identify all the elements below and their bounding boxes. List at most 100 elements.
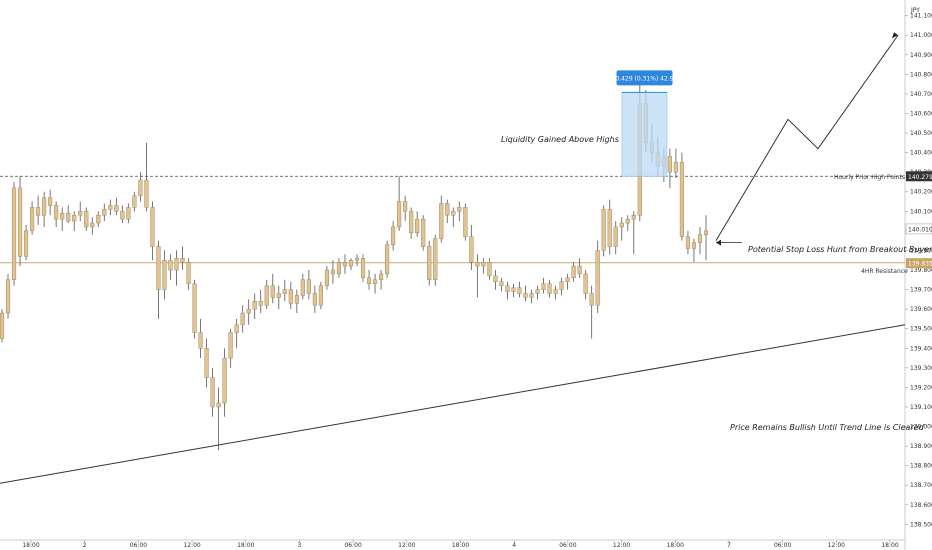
y-tick-label: 139.600 xyxy=(910,306,932,313)
candle-body xyxy=(457,207,462,212)
y-tick-label: 140.600 xyxy=(910,110,932,117)
candle-body xyxy=(619,222,624,228)
x-tick-label: 12:00 xyxy=(613,542,630,549)
candle-body xyxy=(475,261,480,267)
candle-body xyxy=(36,207,41,216)
candle-body xyxy=(240,312,245,325)
candle-body xyxy=(138,179,143,196)
y-tick-label: 139.400 xyxy=(910,345,932,352)
candle-body xyxy=(601,209,606,251)
x-tick-label: 4 xyxy=(512,542,516,549)
candle-body xyxy=(469,236,474,263)
price-tags: 140.279 140.010 139.835 xyxy=(905,171,932,269)
candle-body xyxy=(174,258,179,271)
candle-body xyxy=(445,203,450,216)
candle-body xyxy=(228,332,233,359)
candle-body xyxy=(324,269,329,286)
candle-body xyxy=(463,207,468,237)
drawings: 0.429 (0.31%) 42.9 xyxy=(0,32,906,484)
candle-body xyxy=(583,273,588,294)
x-tick-label: 18:00 xyxy=(667,542,684,549)
stop-loss-arrowhead xyxy=(716,239,721,246)
annotation-hourly-high: Hourly Prior High Points xyxy=(834,174,905,181)
candle-body xyxy=(42,197,47,216)
candle-body xyxy=(270,285,275,298)
candle-body xyxy=(439,203,444,239)
candle-body xyxy=(216,402,221,408)
candle-body xyxy=(24,230,29,257)
x-tick-label: 18:00 xyxy=(22,542,39,549)
candle-body xyxy=(547,283,552,294)
y-tick-label: 140.400 xyxy=(910,150,932,157)
candle-body xyxy=(565,277,570,282)
annotation-bullish: Price Remains Bullish Until Trend Line i… xyxy=(730,423,925,432)
y-tick-label: 138.800 xyxy=(910,463,932,470)
candle-body xyxy=(336,261,342,275)
candle-body xyxy=(252,301,257,310)
price-tag-bg xyxy=(905,223,932,235)
price-tag-bg xyxy=(906,171,932,182)
x-tick-label: 18:00 xyxy=(237,542,254,549)
candle-body xyxy=(306,279,311,294)
candle-body xyxy=(595,250,600,306)
candle-body xyxy=(354,258,360,261)
y-tick-label: 139.500 xyxy=(910,326,932,333)
candle-body xyxy=(96,215,101,224)
candle-body xyxy=(78,211,83,216)
candle-body xyxy=(126,207,131,220)
candle-body xyxy=(403,201,408,212)
candle-body xyxy=(258,301,263,306)
y-tick-label: 140.800 xyxy=(910,71,932,78)
x-tick-label: 12:00 xyxy=(183,542,200,549)
candle-body xyxy=(613,226,618,247)
level-lines xyxy=(0,175,905,264)
y-tick-label: 139.100 xyxy=(910,404,932,411)
x-tick-label: 06:00 xyxy=(344,542,361,549)
y-tick-label: 138.600 xyxy=(910,502,932,509)
projection-path xyxy=(715,34,899,241)
candle-body xyxy=(318,285,323,306)
y-tick-label: 141.000 xyxy=(910,32,932,39)
x-tick-label: 06:00 xyxy=(130,542,147,549)
candle-body xyxy=(366,277,372,284)
candle-body xyxy=(511,287,516,292)
x-tick-label: 2 xyxy=(83,542,87,549)
candle-body xyxy=(156,246,161,290)
candle-body xyxy=(186,261,191,284)
price-tag-label: 140.279 xyxy=(908,174,932,181)
annotation-liquidity: Liquidity Gained Above Highs xyxy=(501,135,619,144)
candle-body xyxy=(415,218,420,234)
candle-body xyxy=(673,162,678,173)
candle-body xyxy=(204,348,209,378)
y-tick-label: 139.700 xyxy=(910,287,932,294)
candle-body xyxy=(300,279,305,296)
candle-body xyxy=(553,289,558,294)
candle-body xyxy=(691,242,697,249)
y-tick-label: 138.700 xyxy=(910,482,932,489)
candle-body xyxy=(54,205,59,220)
candle-body xyxy=(577,265,582,275)
candlestick-series xyxy=(0,84,709,450)
projection-arrowhead xyxy=(892,32,898,39)
candle-body xyxy=(529,293,534,298)
x-tick-label: 06:00 xyxy=(559,542,576,549)
candle-body xyxy=(535,289,540,294)
x-tick-label: 06:00 xyxy=(774,542,791,549)
candle-body xyxy=(679,162,684,237)
measure-label: 0.429 (0.31%) 42.9 xyxy=(615,75,673,82)
candle-body xyxy=(330,269,336,275)
y-tick-label: 139.900 xyxy=(910,247,932,254)
candle-body xyxy=(132,195,137,208)
y-tick-label: 139.800 xyxy=(910,267,932,274)
annotation-resistance: 4HR Resistance xyxy=(861,268,908,275)
y-tick-label: 140.900 xyxy=(910,52,932,59)
candle-body xyxy=(288,289,293,304)
candle-body xyxy=(697,234,703,243)
candle-body xyxy=(312,293,317,306)
candle-body xyxy=(48,197,53,206)
candle-body xyxy=(493,275,498,282)
x-tick-label: 7 xyxy=(727,542,731,549)
candle-body xyxy=(192,283,197,333)
